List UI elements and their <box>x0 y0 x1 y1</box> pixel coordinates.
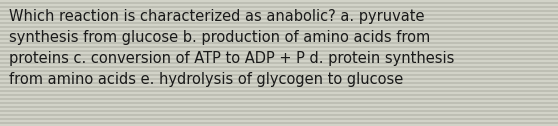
Bar <box>0 6 558 8</box>
Bar <box>0 110 558 112</box>
Bar <box>0 78 558 80</box>
Bar <box>0 56 558 58</box>
Bar <box>0 14 558 16</box>
Bar <box>0 54 558 56</box>
Bar <box>0 68 558 70</box>
Bar <box>0 76 558 78</box>
Bar <box>0 98 558 100</box>
Bar <box>0 32 558 34</box>
Bar <box>0 36 558 38</box>
Bar <box>0 58 558 60</box>
Bar <box>0 102 558 104</box>
Bar <box>0 30 558 32</box>
Bar <box>0 70 558 72</box>
Bar <box>0 34 558 36</box>
Bar <box>0 84 558 86</box>
Bar <box>0 22 558 24</box>
Bar <box>0 96 558 98</box>
Bar <box>0 114 558 116</box>
Bar <box>0 44 558 46</box>
Bar <box>0 108 558 110</box>
Bar <box>0 50 558 52</box>
Bar <box>0 122 558 124</box>
Bar <box>0 2 558 4</box>
Bar <box>0 42 558 44</box>
Bar <box>0 120 558 122</box>
Bar <box>0 74 558 76</box>
Bar <box>0 26 558 28</box>
Bar <box>0 40 558 42</box>
Bar <box>0 28 558 30</box>
Bar <box>0 116 558 118</box>
Bar <box>0 100 558 102</box>
Bar <box>0 24 558 26</box>
Bar <box>0 20 558 22</box>
Bar <box>0 52 558 54</box>
Bar <box>0 18 558 20</box>
Bar <box>0 4 558 6</box>
Bar <box>0 72 558 74</box>
Bar <box>0 66 558 68</box>
Bar <box>0 16 558 18</box>
Bar <box>0 118 558 120</box>
Bar <box>0 90 558 92</box>
Bar <box>0 112 558 114</box>
Bar <box>0 46 558 48</box>
Bar <box>0 82 558 84</box>
Bar <box>0 8 558 10</box>
Bar <box>0 88 558 90</box>
Bar <box>0 80 558 82</box>
Bar <box>0 38 558 40</box>
Bar <box>0 104 558 106</box>
Bar <box>0 106 558 108</box>
Text: Which reaction is characterized as anabolic? a. pyruvate
synthesis from glucose : Which reaction is characterized as anabo… <box>9 9 454 87</box>
Bar <box>0 64 558 66</box>
Bar <box>0 92 558 94</box>
Bar <box>0 48 558 50</box>
Bar <box>0 94 558 96</box>
Bar <box>0 10 558 12</box>
Bar <box>0 86 558 88</box>
Bar <box>0 60 558 62</box>
Bar <box>0 0 558 2</box>
Bar <box>0 12 558 14</box>
Bar <box>0 62 558 64</box>
Bar <box>0 124 558 126</box>
